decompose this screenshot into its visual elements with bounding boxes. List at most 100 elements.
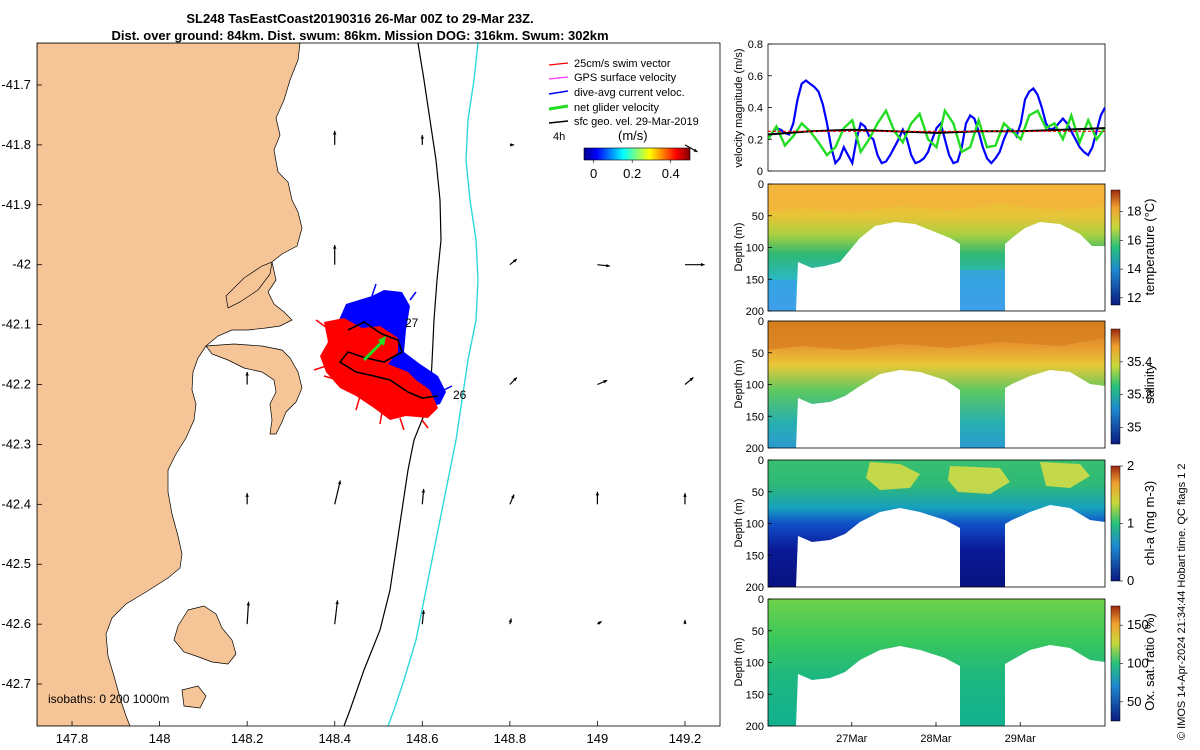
legend-swim-vector: 25cm/s swim vector bbox=[548, 58, 671, 70]
colorbar-tick-label: 35.4 bbox=[1127, 354, 1152, 369]
colorbar-tick-label: 150 bbox=[1127, 617, 1149, 632]
geo-vector-head bbox=[700, 262, 705, 267]
salinity-surface-band bbox=[768, 321, 1105, 350]
depth-tick-label: 0 bbox=[758, 316, 764, 328]
legend-sfc-geo: sfc geo. vel. 29-Mar-2019 bbox=[548, 116, 699, 128]
legend-net-label: net glider velocity bbox=[574, 102, 659, 114]
velocity-series-net-glider-velocity bbox=[768, 107, 1105, 157]
geo-vector-arrow bbox=[509, 258, 518, 266]
colorbar-tick-label: 14 bbox=[1127, 261, 1141, 276]
depth-tick-label: 150 bbox=[746, 274, 764, 286]
map-xtick-label: 147.8 bbox=[56, 731, 89, 746]
geo-vector-arrow bbox=[245, 493, 249, 505]
geo-vector-head bbox=[689, 377, 694, 382]
geo-vectors bbox=[245, 130, 705, 625]
temperature-ylabel: Depth (m) bbox=[733, 223, 745, 272]
salinity-clabel: salinity bbox=[1142, 364, 1157, 404]
map-xtick-label: 148.8 bbox=[494, 731, 527, 746]
geo-vector-arrow bbox=[683, 493, 687, 505]
map-ytick-label: -41.8 bbox=[1, 137, 31, 152]
geo-vector-head bbox=[332, 245, 337, 249]
geo-vector-arrow bbox=[245, 371, 249, 385]
velocity-series bbox=[768, 79, 1105, 167]
colorbar-tick-label: 50 bbox=[1127, 694, 1141, 709]
section-ticks: 050100150200121416180501001502003535.235… bbox=[746, 179, 1153, 745]
land-freycinet bbox=[205, 343, 303, 435]
geo-vector-shaft bbox=[334, 480, 341, 505]
geo-vector-head bbox=[337, 480, 342, 485]
salinity-field bbox=[768, 321, 1105, 448]
map-ytick-label: -41.7 bbox=[1, 77, 31, 92]
legend-swim-label: 25cm/s swim vector bbox=[574, 58, 671, 70]
velocity-ytick-label: 0.4 bbox=[748, 103, 763, 115]
salinity-colorbar bbox=[1110, 328, 1121, 445]
velocity-ytick-label: 0.8 bbox=[748, 39, 763, 51]
title-line-1: SL248 TasEastCoast20190316 26-Mar 00Z to… bbox=[186, 11, 534, 26]
track-label-26: 26 bbox=[453, 388, 467, 402]
land-peninsula-north bbox=[225, 261, 273, 309]
colorbar-tick-label: 12 bbox=[1127, 290, 1141, 305]
geo-vector-head bbox=[421, 610, 426, 614]
oxygen-ylabel: Depth (m) bbox=[733, 638, 745, 687]
geo-vector-arrow bbox=[684, 262, 705, 267]
depth-tick-label: 0 bbox=[758, 594, 764, 606]
geo-vector-head bbox=[513, 377, 517, 382]
salinity-panel: Depth (m) salinity bbox=[733, 320, 1157, 449]
depth-tick-label: 150 bbox=[746, 689, 764, 701]
map-colorbar bbox=[583, 147, 691, 161]
geo-vector-arrow bbox=[508, 618, 513, 625]
depth-tick-label: 200 bbox=[746, 721, 764, 733]
oxygen-field bbox=[768, 599, 1105, 726]
depth-tick-label: 0 bbox=[758, 455, 764, 467]
chla-field bbox=[768, 460, 1105, 587]
legend-dive-avg: dive-avg current veloc. bbox=[548, 87, 685, 99]
geo-vector-arrow bbox=[334, 480, 342, 505]
chla-colorbar bbox=[1110, 465, 1121, 582]
map-ytick-label: -42.5 bbox=[1, 556, 31, 571]
map-ytick-label: -42.1 bbox=[1, 317, 31, 332]
salinity-ylabel: Depth (m) bbox=[733, 360, 745, 409]
colorbar-tick-label: 35.2 bbox=[1127, 387, 1152, 402]
depth-tick-label: 50 bbox=[752, 626, 764, 638]
map-xtick-label: 148 bbox=[149, 731, 171, 746]
land-maria-island bbox=[173, 605, 237, 665]
oxygen-colorbar bbox=[1110, 605, 1121, 722]
colorbar-tick-label: 0.4 bbox=[662, 166, 680, 181]
colorbar-tick-label: 2 bbox=[1127, 458, 1134, 473]
legend-dive-line bbox=[548, 90, 569, 95]
section-panels: Depth (m) temperature (°C) Depth (m) sal… bbox=[733, 179, 1157, 745]
geo-vector-head bbox=[693, 148, 698, 152]
velocity-ytick-label: 0.2 bbox=[748, 134, 763, 146]
temperature-deep-blue bbox=[768, 270, 1005, 311]
geo-vector-head bbox=[683, 619, 687, 624]
depth-tick-label: 100 bbox=[746, 658, 764, 670]
map-ytick-label: -42.6 bbox=[1, 616, 31, 631]
geo-vector-head bbox=[508, 618, 513, 623]
legend-gps-line bbox=[548, 76, 569, 80]
temperature-panel: Depth (m) temperature (°C) bbox=[733, 183, 1157, 312]
colorbar-tick-label: 18 bbox=[1127, 204, 1141, 219]
depth-tick-label: 100 bbox=[746, 380, 764, 392]
swim-vector-patch bbox=[320, 318, 438, 420]
velocity-ticks: 0 0.2 0.4 0.6 0.8 bbox=[748, 39, 772, 178]
depth-tick-label: 100 bbox=[746, 519, 764, 531]
geo-vector-head bbox=[510, 143, 515, 147]
geo-vector-head bbox=[512, 259, 517, 263]
chla-surface-bloom bbox=[866, 462, 1090, 494]
credit-text: © IMOS 14-Apr-2024 21:34:44 Hobart time.… bbox=[1176, 463, 1188, 740]
geo-vector-shaft bbox=[334, 600, 339, 625]
depth-tick-label: 50 bbox=[752, 348, 764, 360]
map-ytick-label: -42.7 bbox=[1, 676, 31, 691]
track-label-27: 27 bbox=[405, 316, 419, 330]
depth-tick-label: 100 bbox=[746, 243, 764, 255]
depth-tick-label: 150 bbox=[746, 411, 764, 423]
legend-net-line bbox=[548, 104, 569, 111]
depth-tick-label: 200 bbox=[746, 443, 764, 455]
map-ticks: 147.8 148 148.2 148.4 148.6 148.8 149 149.2 -41.… bbox=[1, 77, 701, 746]
map-xtick-label: 149.2 bbox=[669, 731, 702, 746]
velocity-ylabel: velocity magnitude (m/s) bbox=[733, 48, 745, 167]
legend-swim-line bbox=[548, 62, 569, 66]
geo-vector-arrow bbox=[421, 610, 426, 625]
geo-vector-head bbox=[420, 135, 425, 139]
geo-vector-head bbox=[335, 600, 339, 605]
